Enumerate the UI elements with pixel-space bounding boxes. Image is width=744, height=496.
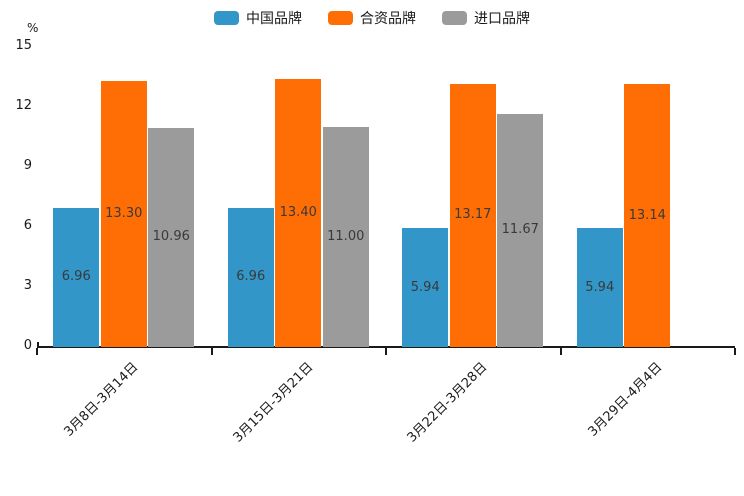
- y-axis-tick-label: 12: [15, 98, 32, 113]
- x-axis-tick: [559, 348, 562, 355]
- legend-swatch-icon: [328, 11, 353, 25]
- x-axis-label: 3月22日-3月28日: [404, 359, 491, 446]
- y-axis-tick-label: 9: [23, 158, 32, 173]
- x-axis-tick: [385, 348, 387, 355]
- bar-value-label: 11.00: [327, 229, 365, 244]
- x-axis-tick: [36, 348, 38, 355]
- x-axis-line: [37, 346, 735, 348]
- bar-value-label: 11.67: [501, 222, 539, 238]
- bar-value-label: 5.94: [585, 279, 615, 295]
- legend-label: 中国品牌: [246, 11, 302, 27]
- x-axis-label: 3月29日-4月4日: [585, 359, 666, 440]
- bar-series3-cat1: [148, 127, 195, 347]
- bar-series1-cat1: [53, 207, 100, 347]
- x-axis-tick: [210, 348, 213, 355]
- y-axis-tick-label: 15: [15, 38, 32, 53]
- bar-series2-cat4: [624, 84, 671, 347]
- bar-series3-cat3: [497, 113, 544, 347]
- bar-series1-cat3: [402, 228, 449, 347]
- y-axis-tick-label: 0: [23, 338, 32, 353]
- bar-series2-cat2: [275, 79, 322, 347]
- bar-value-label: 6.96: [236, 269, 266, 285]
- legend-item-series2[interactable]: 合资品牌: [328, 8, 416, 28]
- bar-series1-cat2: [227, 207, 274, 347]
- bar-value-label: 13.40: [279, 205, 317, 220]
- legend-item-series3[interactable]: 进口品牌: [442, 8, 530, 28]
- legend-swatch-icon: [442, 11, 467, 25]
- x-axis-label: 3月15日-3月21日: [230, 359, 317, 446]
- legend-swatch-icon: [214, 11, 239, 25]
- bar-series1-cat4: [576, 228, 623, 347]
- bar-value-label: 10.96: [152, 229, 190, 245]
- legend: 中国品牌 合资品牌 进口品牌: [0, 8, 744, 28]
- bar-value-label: 6.96: [61, 269, 91, 285]
- bar-value-label: 13.14: [628, 207, 666, 223]
- y-axis-stub: [37, 342, 39, 347]
- legend-label: 合资品牌: [360, 11, 416, 27]
- legend-label: 进口品牌: [474, 11, 530, 27]
- y-axis-unit-label: %: [27, 21, 39, 35]
- bar-series3-cat2: [322, 127, 369, 347]
- bar-value-label: 13.17: [454, 207, 492, 223]
- bar-value-label: 13.30: [105, 206, 143, 221]
- x-axis-label: 3月8日-3月14日: [61, 359, 142, 440]
- bar-value-label: 5.94: [410, 279, 440, 295]
- bar-series2-cat1: [100, 81, 147, 347]
- bar-series2-cat3: [449, 83, 496, 347]
- y-axis-tick-label: 6: [23, 218, 32, 233]
- legend-item-series1[interactable]: 中国品牌: [214, 8, 302, 28]
- x-axis-tick: [734, 348, 736, 355]
- y-axis-tick-label: 3: [23, 278, 32, 293]
